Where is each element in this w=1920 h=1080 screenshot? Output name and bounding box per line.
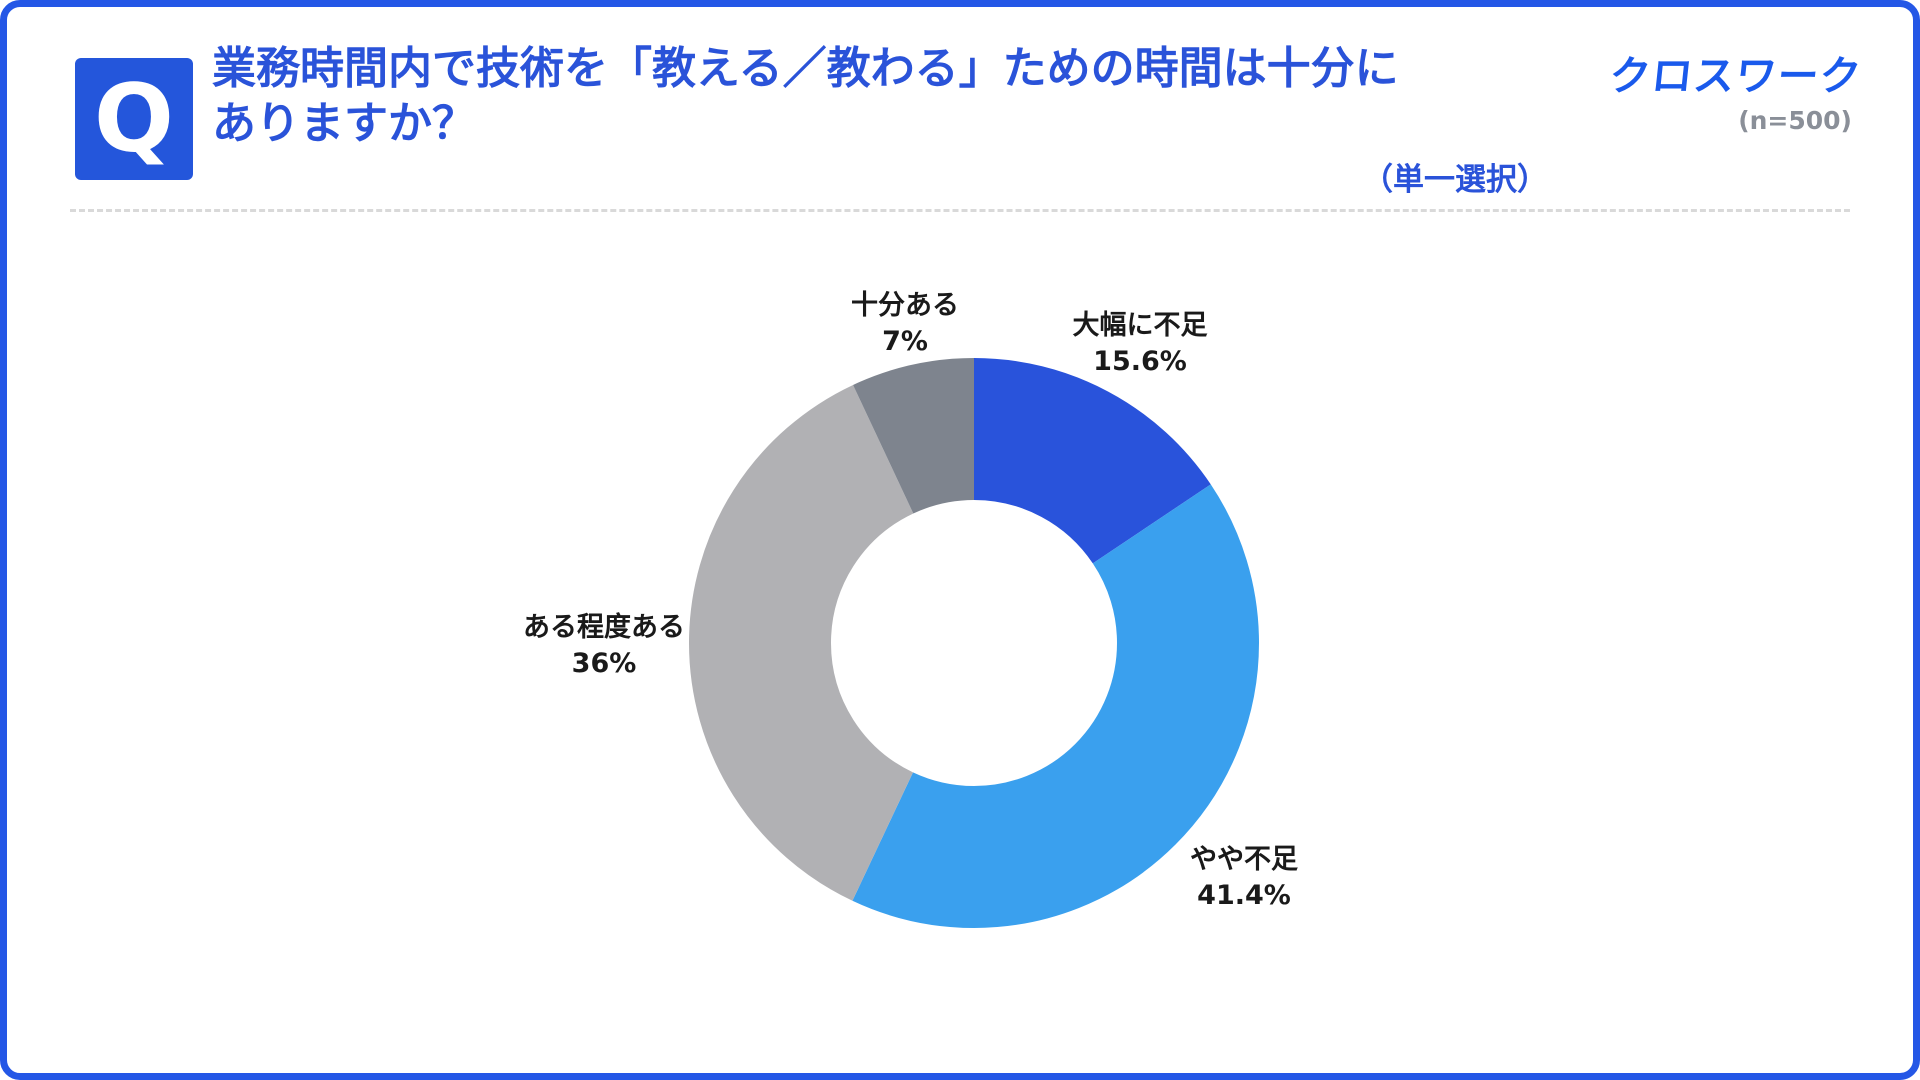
question-title-line1: 業務時間内で技術を「教える／教わる」ための時間は十分に	[212, 43, 1399, 94]
slice-label-somewhat-available-value: 36%	[571, 647, 637, 679]
slice-label-sufficient-name: 十分ある	[851, 290, 959, 321]
slice-label-major-shortage-value: 15.6%	[1093, 345, 1187, 377]
donut-segment-1	[689, 358, 1259, 928]
slice-label-major-shortage: 大幅に不足 15.6%	[1073, 308, 1208, 379]
question-title: 業務時間内で技術を「教える／教わる」ための時間は十分に ありますか？	[212, 42, 1552, 151]
slice-label-somewhat-available-name: ある程度ある	[523, 612, 685, 643]
slice-label-somewhat-available: ある程度ある 36%	[523, 610, 685, 681]
question-badge: Q	[75, 58, 193, 180]
slice-label-sufficient-value: 7%	[882, 325, 928, 357]
sample-size-label: (n=500)	[1738, 106, 1852, 135]
donut-chart-svg	[689, 358, 1259, 928]
slice-label-sufficient: 十分ある 7%	[851, 288, 959, 359]
donut-chart	[664, 333, 1284, 953]
brand-logo: クロスワーク	[1607, 52, 1865, 100]
slice-label-slight-shortage-value: 41.4%	[1197, 879, 1291, 911]
question-title-line2: ありますか？	[212, 97, 476, 149]
donut-segment-3	[689, 358, 1259, 928]
question-badge-letter: Q	[94, 64, 174, 174]
donut-segment-2	[689, 358, 1259, 928]
selection-type-note: （単一選択）	[1362, 162, 1548, 198]
slice-label-slight-shortage-name: やや不足	[1190, 844, 1298, 875]
slice-label-slight-shortage: やや不足 41.4%	[1190, 842, 1298, 913]
dashed-divider	[70, 209, 1850, 212]
slice-label-major-shortage-name: 大幅に不足	[1072, 310, 1208, 341]
